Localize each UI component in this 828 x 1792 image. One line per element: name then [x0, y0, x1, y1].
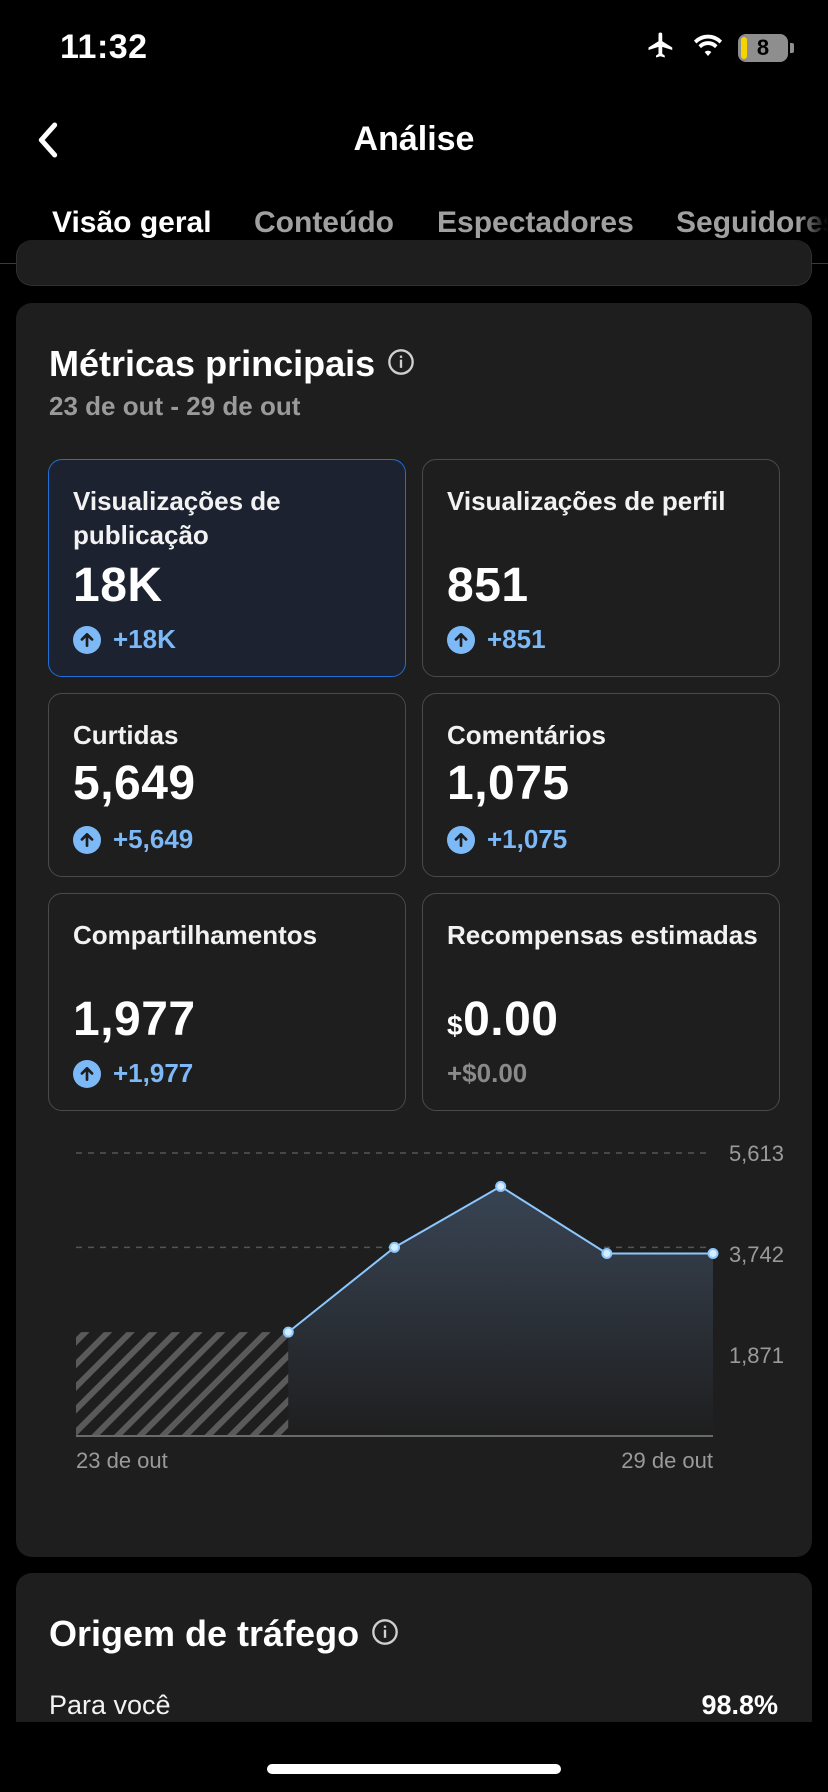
data-point[interactable]: [601, 1247, 613, 1259]
metric-likes[interactable]: Curtidas 5,649 +5,649: [48, 693, 406, 877]
metric-delta: +851: [447, 624, 546, 655]
data-point[interactable]: [707, 1247, 719, 1259]
arrow-up-icon: [73, 825, 101, 854]
metric-post-views[interactable]: Visualizações de publicação 18K +18K: [48, 459, 406, 677]
traffic-row-value: 98.8%: [701, 1690, 778, 1720]
metric-value: 1,977: [73, 993, 196, 1046]
metric-delta: +18K: [73, 624, 176, 655]
metric-label: Curtidas: [73, 720, 179, 750]
header: Análise: [0, 100, 828, 180]
info-icon[interactable]: [371, 1613, 399, 1655]
traffic-title-row: Origem de tráfego: [49, 1613, 399, 1655]
date-range: 23 de out - 29 de out: [49, 391, 301, 421]
status-bar: 11:32 8: [0, 0, 828, 100]
airplane-mode-icon: [644, 30, 678, 65]
y-tick-mid: 3,742: [729, 1242, 784, 1267]
traffic-row-label: Para você: [49, 1690, 171, 1720]
tab-overview[interactable]: Visão geral: [52, 206, 212, 239]
metric-delta: +$0.00: [447, 1058, 528, 1088]
status-icons: 8: [644, 30, 794, 65]
data-point[interactable]: [495, 1180, 507, 1192]
status-time: 11:32: [60, 28, 148, 66]
page-title: Análise: [353, 120, 475, 158]
tab-viewers[interactable]: Espectadores: [437, 206, 634, 239]
metric-delta: +1,977: [73, 1058, 193, 1089]
y-tick-low: 1,871: [729, 1343, 784, 1368]
currency-symbol: $: [447, 1010, 464, 1041]
previous-card: [16, 240, 812, 286]
key-metrics-title-row: Métricas principais: [49, 343, 415, 385]
x-label-end: 29 de out: [621, 1448, 713, 1473]
metric-value: 1,075: [447, 757, 570, 810]
no-data-region: [76, 1332, 289, 1436]
metric-label: Compartilhamentos: [73, 920, 318, 950]
battery-level: 8: [756, 34, 770, 60]
data-point[interactable]: [282, 1326, 294, 1338]
key-metrics-card: Métricas principais 23 de out - 29 de ou…: [16, 303, 812, 1557]
metric-delta: +1,075: [447, 824, 567, 855]
chevron-left-icon: [38, 122, 58, 158]
y-tick-top: 5,613: [729, 1141, 784, 1166]
back-button[interactable]: [24, 116, 72, 164]
area-fill: [288, 1186, 713, 1436]
metric-shares[interactable]: Compartilhamentos 1,977 +1,977: [48, 893, 406, 1111]
home-indicator[interactable]: [267, 1764, 561, 1774]
x-label-start: 23 de out: [76, 1448, 168, 1473]
metric-comments[interactable]: Comentários 1,075 +1,075: [422, 693, 780, 877]
battery-icon: 8: [738, 33, 788, 62]
metric-estimated-rewards[interactable]: Recompensas estimadas $0.00 +$0.00: [422, 893, 780, 1111]
metric-label: Comentários: [447, 720, 606, 750]
arrow-up-icon: [447, 625, 475, 654]
traffic-title: Origem de tráfego: [49, 1613, 360, 1654]
tab-content[interactable]: Conteúdo: [254, 206, 394, 239]
info-icon[interactable]: [387, 343, 415, 385]
arrow-up-icon: [73, 1059, 101, 1088]
arrow-up-icon: [447, 825, 475, 854]
metric-delta: +5,649: [73, 824, 193, 855]
metric-profile-views[interactable]: Visualizações de perfil 851 +851: [422, 459, 780, 677]
data-point[interactable]: [389, 1241, 400, 1253]
metric-value: 5,649: [73, 757, 196, 810]
metric-value: $0.00: [447, 993, 559, 1046]
metric-label: Recompensas estimadas: [447, 920, 758, 950]
arrow-up-icon: [73, 625, 101, 654]
metric-label: Visualizações de publicação: [73, 486, 281, 550]
key-metrics-title: Métricas principais: [49, 343, 376, 384]
metric-label: Visualizações de perfil: [447, 486, 726, 516]
metric-value: 18K: [73, 559, 163, 612]
battery-indicator: 8: [738, 33, 794, 62]
metrics-area-chart[interactable]: 23 de out 29 de out 5,613 3,742 1,871: [56, 1131, 796, 1511]
wifi-icon: [692, 32, 724, 63]
metric-value: 851: [447, 559, 529, 612]
